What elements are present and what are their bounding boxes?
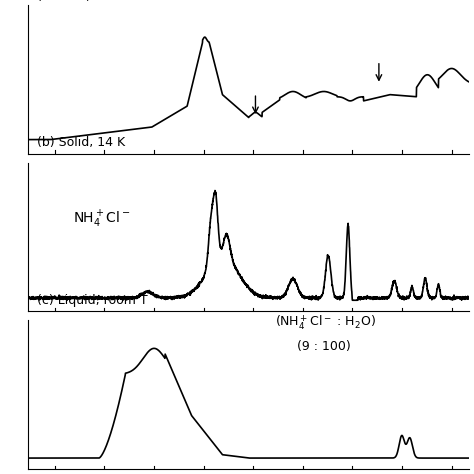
Text: (b) Solid, 14 K: (b) Solid, 14 K <box>37 136 126 149</box>
Text: (9 : 100): (9 : 100) <box>297 340 351 353</box>
Text: (NH$_4^+$Cl$^-$ : H$_2$O): (NH$_4^+$Cl$^-$ : H$_2$O) <box>275 313 376 332</box>
Text: NH$_4^+$Cl$^-$: NH$_4^+$Cl$^-$ <box>73 209 130 230</box>
Text: (c) Liquid, room T: (c) Liquid, room T <box>37 293 148 307</box>
Text: (9 : 100): (9 : 100) <box>37 0 91 3</box>
